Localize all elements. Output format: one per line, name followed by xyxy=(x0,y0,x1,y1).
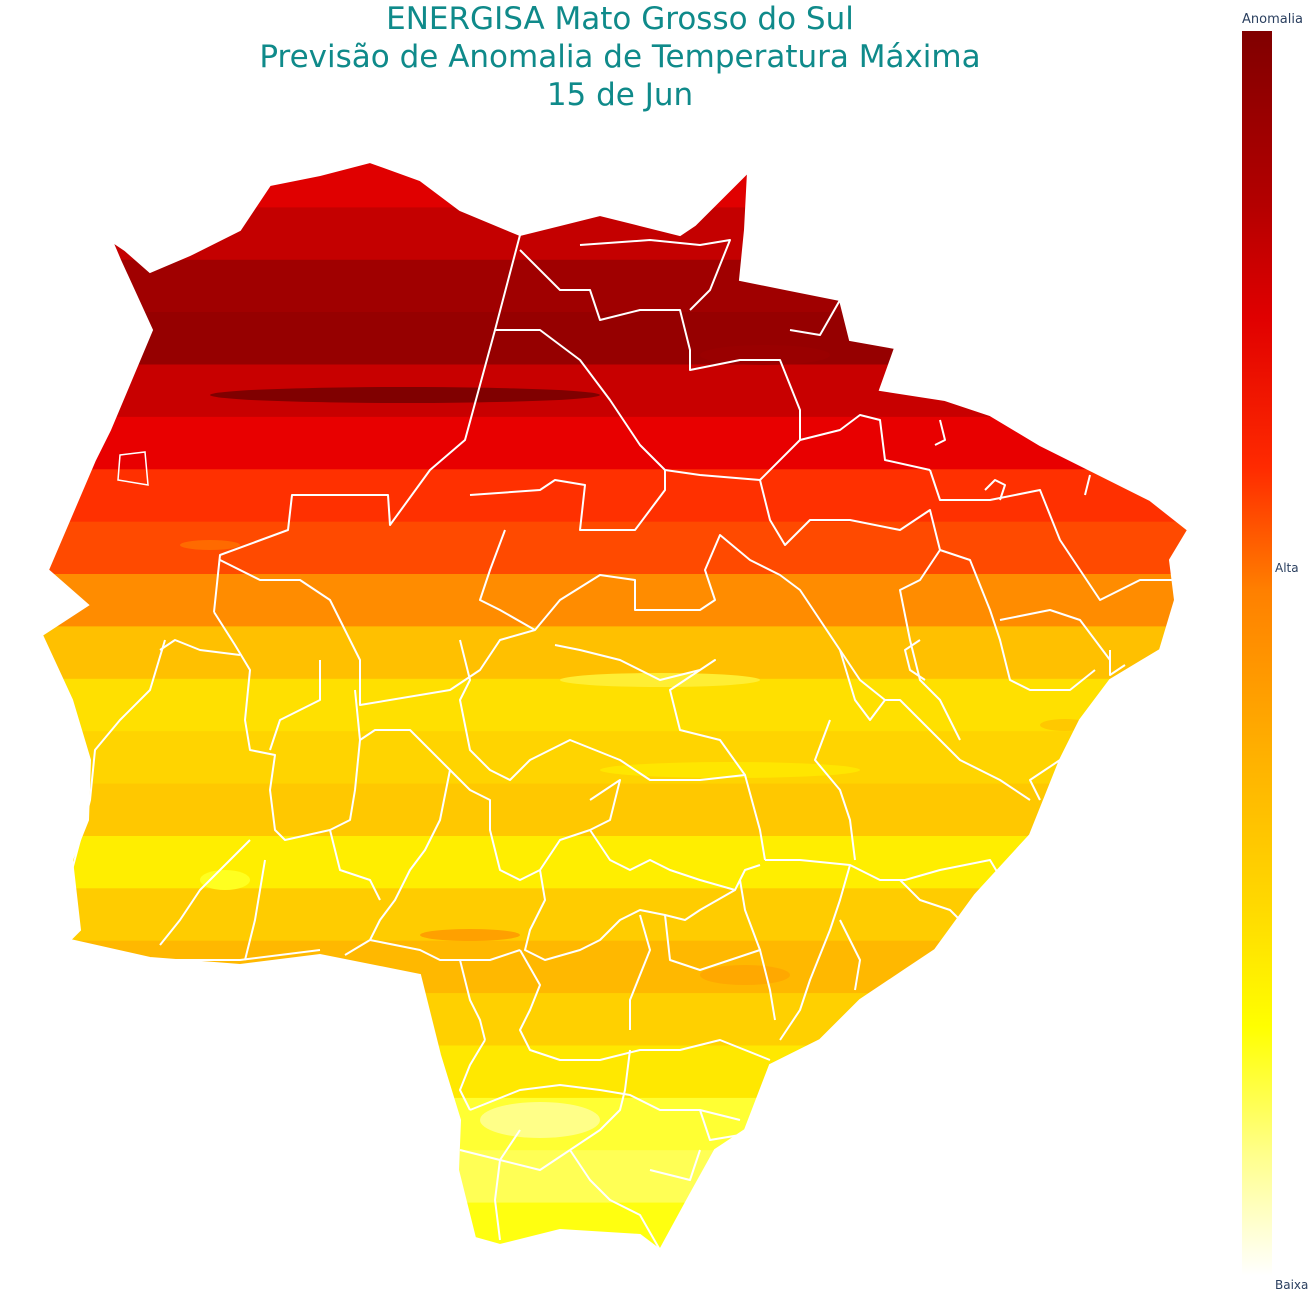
anomaly-band xyxy=(42,1150,1188,1204)
municipality-border xyxy=(1029,759,1061,801)
municipality-border xyxy=(495,329,931,481)
municipality-border xyxy=(344,729,451,956)
colorbar xyxy=(1242,31,1272,1276)
anomaly-streak xyxy=(210,387,600,403)
anomaly-band xyxy=(42,312,1188,366)
anomaly-streak xyxy=(1040,719,1090,731)
municipality-border xyxy=(524,869,736,961)
anomaly-band xyxy=(42,626,1188,680)
municipality-border xyxy=(244,859,266,961)
lake-outline xyxy=(117,451,149,486)
municipality-border xyxy=(213,234,521,613)
anomaly-band xyxy=(42,993,1188,1047)
municipality-border xyxy=(554,644,746,776)
anomaly-band xyxy=(42,162,1188,209)
municipality-border xyxy=(984,479,1006,501)
municipality-border xyxy=(629,914,651,1030)
municipality-border xyxy=(999,609,1111,661)
title-line-2: Previsão de Anomalia de Temperatura Máxi… xyxy=(259,39,981,75)
municipality-border xyxy=(939,549,1096,691)
municipality-border xyxy=(159,639,241,656)
municipality-border xyxy=(664,914,776,1021)
anomaly-band xyxy=(42,207,1188,261)
municipality-border xyxy=(519,949,771,1061)
municipality-border xyxy=(649,1149,701,1181)
municipality-border xyxy=(765,859,1006,886)
municipality-border xyxy=(839,919,861,991)
municipality-border xyxy=(269,660,321,751)
municipality-border xyxy=(814,719,856,861)
anomaly-streak xyxy=(180,540,240,550)
anomaly-band xyxy=(42,783,1188,837)
map-title: ENERGISA Mato Grosso do Sul Previsão de … xyxy=(120,0,1120,114)
municipality-border xyxy=(459,1039,486,1111)
municipality-border xyxy=(459,959,486,1041)
colorbar-tick-high: Alta xyxy=(1275,561,1299,575)
title-line-3: 15 de Jun xyxy=(546,77,694,113)
anomaly-band xyxy=(42,469,1188,523)
municipality-border xyxy=(459,639,766,861)
colorbar-tick-low: Baixa xyxy=(1275,1278,1309,1292)
municipality-border xyxy=(459,1149,571,1171)
title-line-1: ENERGISA Mato Grosso do Sul xyxy=(386,1,854,37)
anomaly-band xyxy=(42,574,1188,628)
municipality-border xyxy=(904,639,926,681)
anomaly-band xyxy=(42,416,1188,471)
anomaly-streak xyxy=(200,870,250,890)
municipality-border xyxy=(519,249,801,440)
anomaly-band xyxy=(42,1097,1188,1152)
municipality-border xyxy=(759,479,961,741)
anomaly-streak xyxy=(700,965,790,985)
municipality-border xyxy=(494,1129,521,1241)
anomaly-band xyxy=(42,1045,1188,1099)
anomaly-band xyxy=(42,364,1188,418)
municipality-border xyxy=(699,1109,741,1141)
municipality-border xyxy=(469,1084,741,1121)
municipality-border xyxy=(589,779,621,831)
anomaly-streak xyxy=(480,1102,600,1138)
anomaly-band xyxy=(42,888,1188,942)
municipality-border xyxy=(369,939,521,961)
anomaly-band xyxy=(42,1202,1188,1250)
anomaly-band xyxy=(42,259,1188,314)
municipality-border xyxy=(579,239,731,311)
municipality-border xyxy=(329,829,381,901)
municipality-border xyxy=(1109,650,1126,676)
municipality-border xyxy=(219,559,536,706)
municipality-border xyxy=(159,839,251,946)
anomaly-streak xyxy=(700,345,830,365)
municipality-border xyxy=(1084,474,1091,496)
anomaly-band xyxy=(42,678,1188,733)
municipality-border xyxy=(469,470,666,531)
municipality-border xyxy=(569,1149,661,1251)
municipality-border xyxy=(569,1049,631,1151)
colorbar-title: Anomalia xyxy=(1242,12,1303,27)
municipality-border xyxy=(934,419,946,446)
municipality-border xyxy=(213,611,361,841)
municipality-border xyxy=(479,529,886,701)
municipality-border xyxy=(929,469,1175,601)
municipality-border xyxy=(839,649,1031,801)
municipality-border xyxy=(789,299,841,336)
anomaly-streak xyxy=(600,762,860,778)
municipality-border xyxy=(739,879,761,951)
anomaly-band xyxy=(42,940,1188,995)
municipality-border xyxy=(779,864,851,1041)
anomaly-streak xyxy=(420,929,520,941)
